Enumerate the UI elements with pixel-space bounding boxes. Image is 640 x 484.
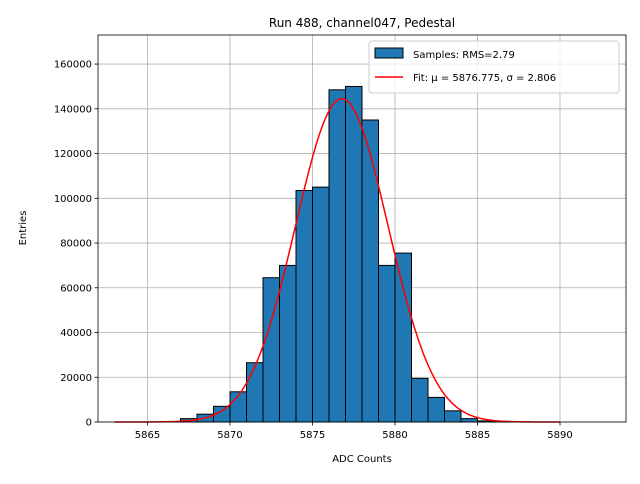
x-tick-label: 5885 (465, 430, 490, 441)
y-axis-ticks: 0 20000 40000 60000 80000 100000 120000 140000 1… (54, 60, 98, 429)
histogram-bar (428, 397, 445, 422)
y-tick-label: 120000 (54, 149, 92, 160)
histogram-bar (445, 411, 462, 422)
chart-title: Run 488, channel047, Pedestal (269, 16, 455, 30)
histogram-bars (164, 86, 511, 422)
histogram-bar (329, 90, 346, 422)
x-axis-ticks: 5865 5870 5875 5880 5885 5890 (135, 422, 573, 441)
histogram-bar (412, 378, 429, 422)
y-axis-label: Entries (18, 211, 29, 246)
histogram-bar (280, 265, 297, 422)
legend-label-samples: Samples: RMS=2.79 (413, 50, 515, 61)
histogram-bar (362, 120, 379, 422)
x-tick-label: 5880 (382, 430, 407, 441)
x-tick-label: 5875 (300, 430, 325, 441)
y-tick-label: 40000 (60, 328, 92, 339)
legend-box (369, 41, 619, 93)
y-tick-label: 100000 (54, 194, 92, 205)
y-tick-label: 140000 (54, 104, 92, 115)
legend-swatch-samples (375, 48, 403, 58)
legend: Samples: RMS=2.79 Fit: μ = 5876.775, σ =… (369, 41, 619, 93)
x-tick-label: 5870 (217, 430, 242, 441)
histogram-bar (296, 190, 313, 422)
x-tick-label: 5890 (547, 430, 572, 441)
histogram-bar (313, 187, 330, 422)
y-tick-label: 60000 (60, 283, 92, 294)
y-tick-label: 20000 (60, 373, 92, 384)
histogram-bar (461, 419, 478, 422)
x-tick-label: 5865 (135, 430, 160, 441)
histogram-bar (247, 363, 264, 422)
y-tick-label: 160000 (54, 60, 92, 71)
histogram-bar (346, 86, 363, 422)
y-tick-label: 80000 (60, 239, 92, 250)
y-tick-label: 0 (86, 418, 92, 429)
histogram-bar (395, 253, 412, 422)
histogram-bar (379, 265, 396, 422)
legend-label-fit: Fit: μ = 5876.775, σ = 2.806 (413, 73, 556, 84)
x-axis-label: ADC Counts (332, 454, 392, 465)
